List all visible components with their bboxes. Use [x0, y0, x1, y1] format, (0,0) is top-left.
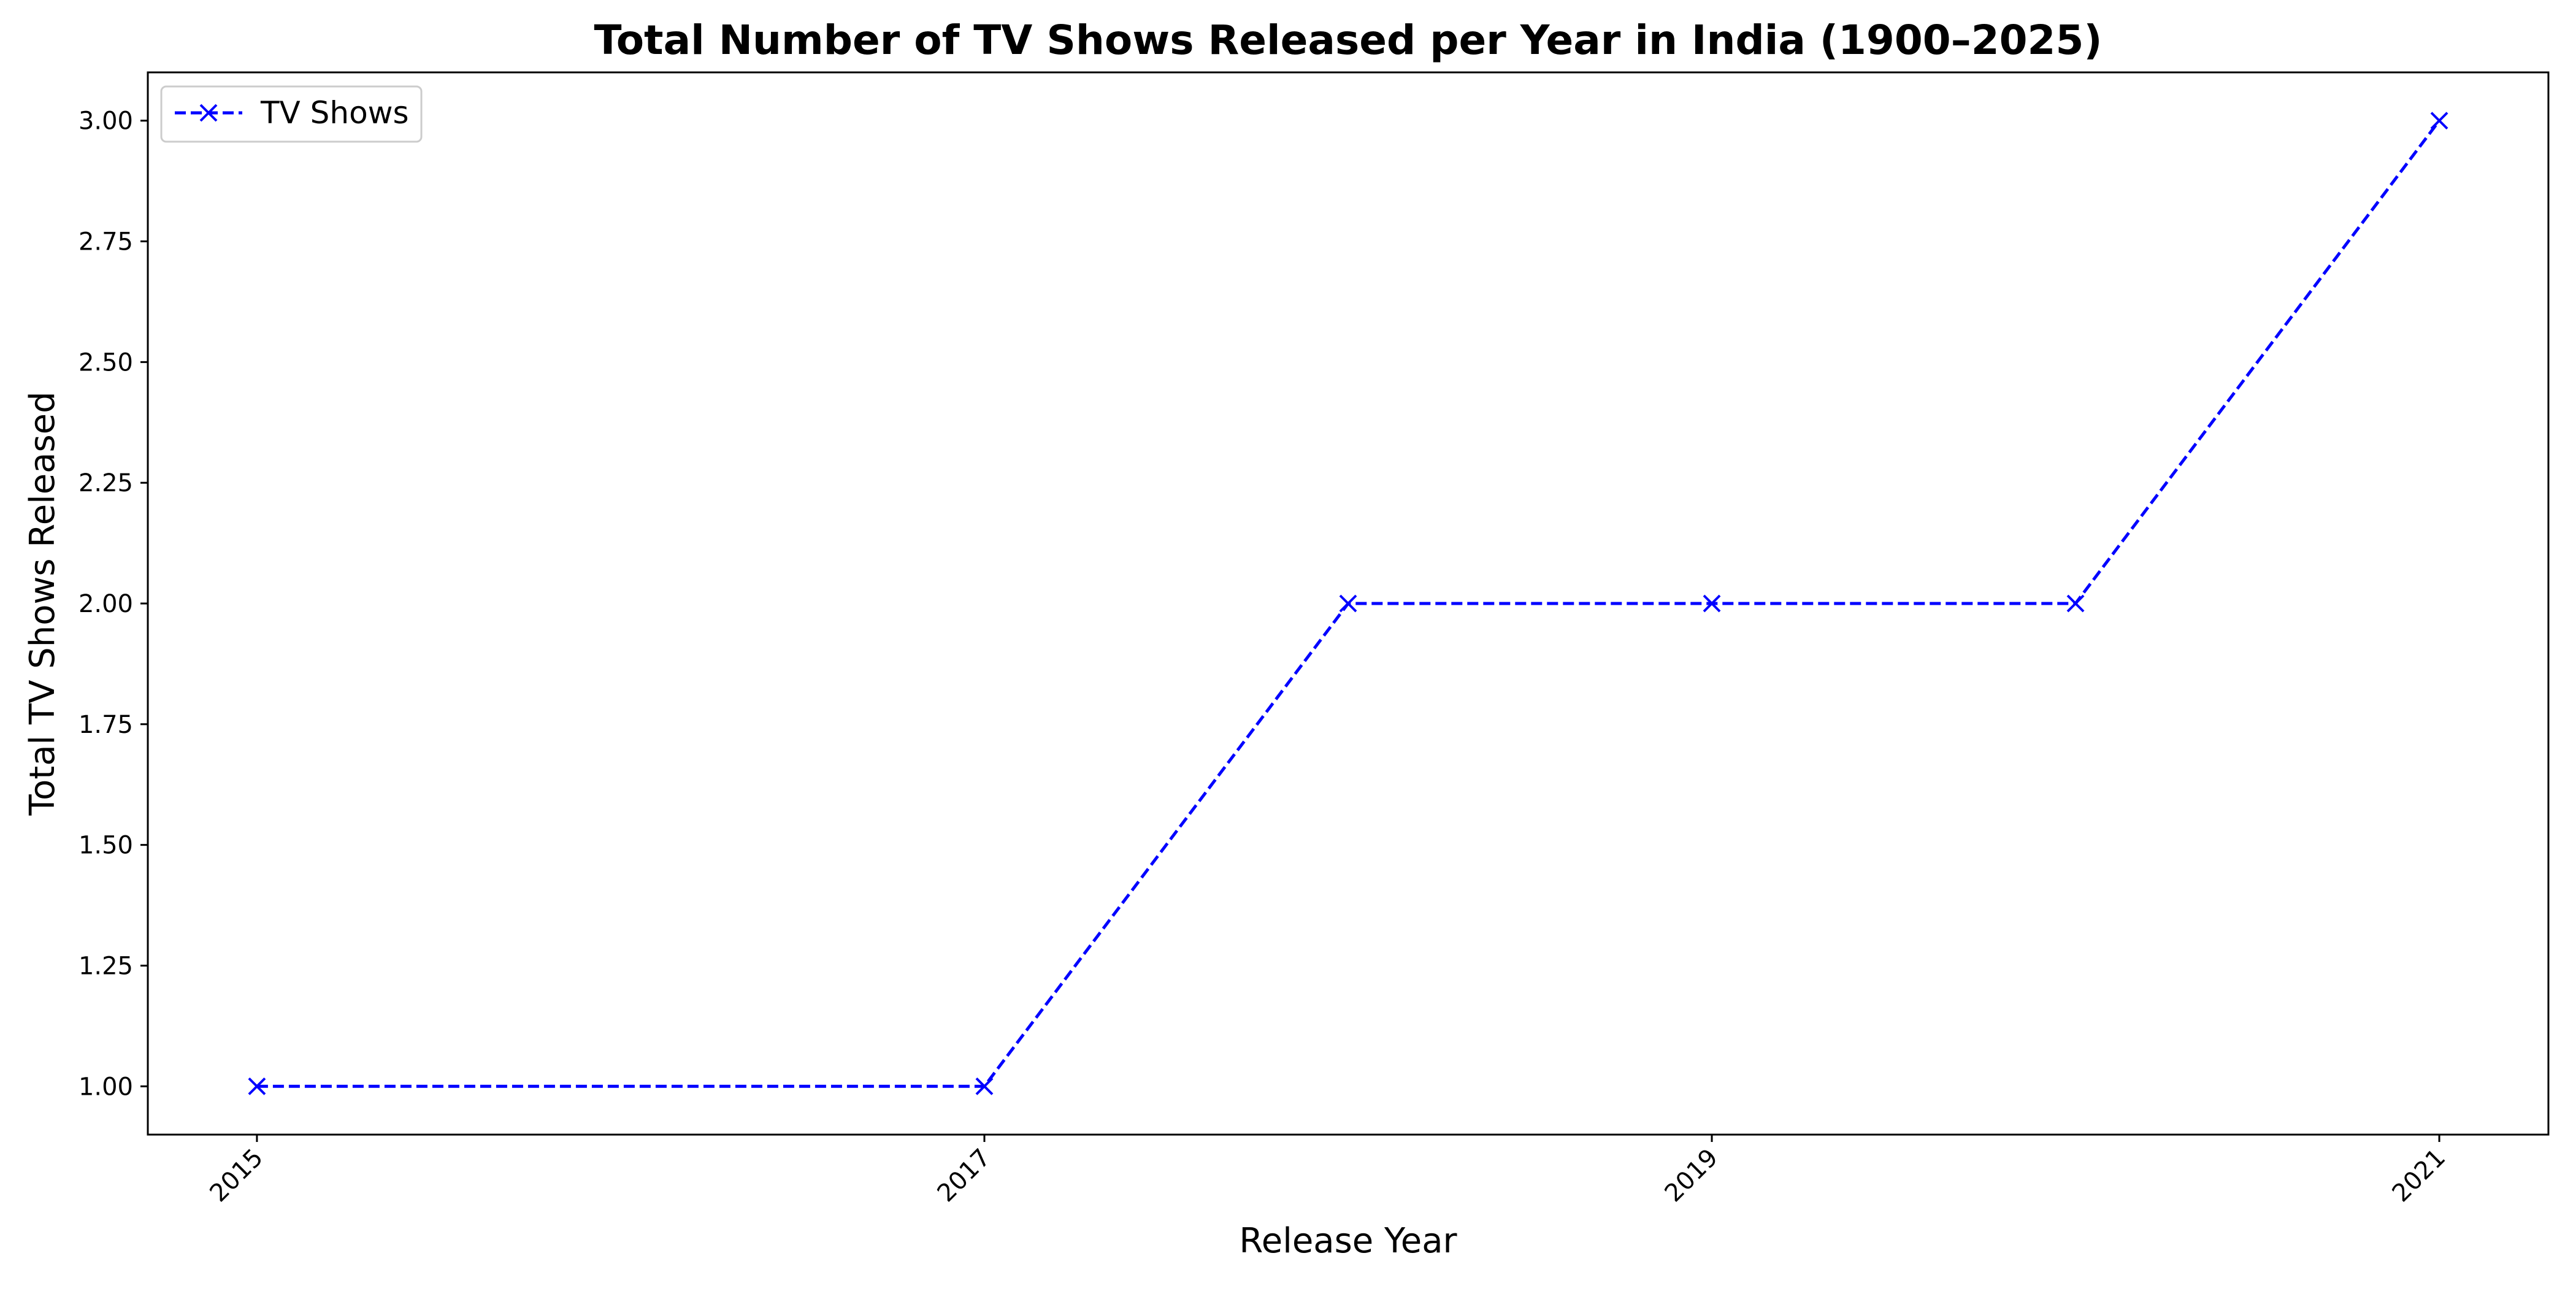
y-tick-label: 1.75: [79, 711, 133, 739]
y-tick-label: 2.75: [79, 228, 133, 256]
x-tick-label: 2017: [932, 1144, 997, 1208]
chart-title: Total Number of TV Shows Released per Ye…: [594, 17, 2102, 64]
data-point-marker: [2430, 112, 2448, 130]
x-tick-label: 2015: [204, 1144, 269, 1208]
data-point-marker: [1339, 594, 1357, 613]
y-tick-label: 3.00: [79, 107, 133, 136]
y-tick-label: 2.25: [79, 469, 133, 497]
y-tick-label: 1.25: [79, 952, 133, 980]
x-tick-label: 2021: [2387, 1144, 2451, 1208]
x-axis: 2015 2017 2019 2021: [204, 1135, 2451, 1208]
data-point-marker: [1703, 594, 1721, 613]
y-tick-label: 2.00: [79, 590, 133, 618]
data-point-marker: [248, 1077, 266, 1095]
legend-frame: [160, 85, 423, 143]
data-point-marker: [2066, 594, 2085, 613]
legend-label: TV Shows: [260, 95, 409, 131]
data-point-marker: [975, 1077, 994, 1095]
y-tick-label: 1.00: [79, 1073, 133, 1101]
y-tick-label: 2.50: [79, 348, 133, 377]
legend: TV Shows: [160, 85, 423, 143]
x-axis-label: Release Year: [1239, 1221, 1457, 1261]
x-tick-label: 2019: [1660, 1144, 1724, 1208]
y-tick-label: 1.50: [79, 832, 133, 860]
series-layer: [248, 112, 2448, 1095]
legend-marker-x: [199, 104, 218, 122]
y-axis-label: Total TV Shows Released: [23, 391, 63, 816]
legend-x-marker: [199, 104, 218, 122]
y-axis: 1.00 1.25 1.50 1.75 2.00 2.25 2.50 2.75 3.00: [79, 107, 148, 1101]
series-line: [256, 120, 2441, 1088]
